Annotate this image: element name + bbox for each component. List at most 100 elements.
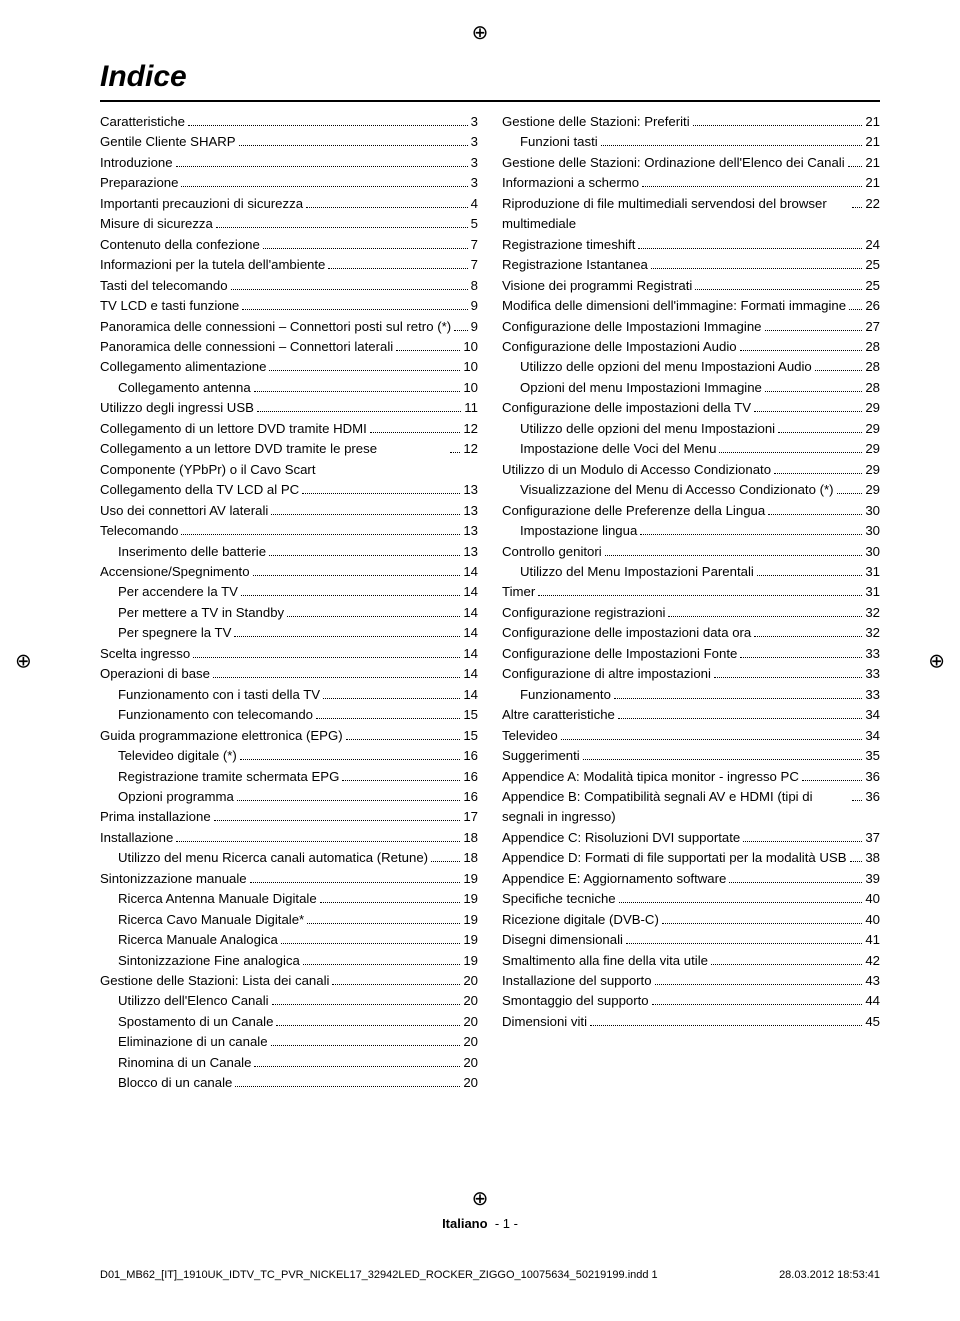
toc-entry: Configurazione delle Impostazioni Audio … xyxy=(502,337,880,357)
toc-label: Collegamento di un lettore DVD tramite H… xyxy=(100,419,367,439)
toc-dots xyxy=(729,882,862,883)
toc-column-right: Gestione delle Stazioni: Preferiti 21Fun… xyxy=(502,112,880,1094)
toc-label: Caratteristiche xyxy=(100,112,185,132)
toc-entry: Smontaggio del supporto 44 xyxy=(502,991,880,1011)
toc-entry: Gestione delle Stazioni: Lista dei canal… xyxy=(100,971,478,991)
toc-page: 36 xyxy=(865,767,880,787)
toc-page: 30 xyxy=(865,501,880,521)
page: ⊕ ⊕ ⊕ ⊕ Indice Caratteristiche 3Gentile … xyxy=(0,0,960,1321)
toc-page: 20 xyxy=(463,1053,478,1073)
toc-page: 3 xyxy=(471,132,478,152)
toc-dots xyxy=(303,964,461,965)
toc-entry: Registrazione Istantanea 25 xyxy=(502,255,880,275)
toc-dots xyxy=(302,493,460,494)
toc-page: 28 xyxy=(865,378,880,398)
toc-dots xyxy=(370,432,461,433)
toc-dots xyxy=(619,902,863,903)
toc-label: Gestione delle Stazioni: Preferiti xyxy=(502,112,690,132)
toc-dots xyxy=(583,759,863,760)
toc-entry: Impostazione lingua 30 xyxy=(502,521,880,541)
toc-entry: Riproduzione di file multimediali serven… xyxy=(502,194,880,235)
toc-label: Per accendere la TV xyxy=(118,582,238,602)
toc-label: Utilizzo delle opzioni del menu Impostaz… xyxy=(520,419,775,439)
toc-page: 18 xyxy=(463,828,478,848)
toc-page: 14 xyxy=(463,623,478,643)
toc-entry: Utilizzo delle opzioni del menu Impostaz… xyxy=(502,419,880,439)
toc-dots xyxy=(849,309,862,310)
toc-dots xyxy=(316,718,460,719)
toc-label: Misure di sicurezza xyxy=(100,214,213,234)
toc-entry: Ricerca Manuale Analogica 19 xyxy=(100,930,478,950)
toc-dots xyxy=(271,1045,461,1046)
toc-label: Tasti del telecomando xyxy=(100,276,228,296)
toc-entry: Appendice C: Risoluzioni DVI supportate … xyxy=(502,828,880,848)
toc-dots xyxy=(802,780,862,781)
toc-entry: Installazione 18 xyxy=(100,828,478,848)
toc-page: 19 xyxy=(463,869,478,889)
toc-label: Collegamento a un lettore DVD tramite le… xyxy=(100,439,447,480)
toc-page: 3 xyxy=(471,173,478,193)
toc-entry: Contenuto della confezione 7 xyxy=(100,235,478,255)
toc-entry: Ricezione digitale (DVB-C) 40 xyxy=(502,910,880,930)
toc-label: Utilizzo del menu Ricerca canali automat… xyxy=(118,848,428,868)
toc-dots xyxy=(188,125,468,126)
toc-page: 14 xyxy=(463,562,478,582)
toc-label: Informazioni per la tutela dell'ambiente xyxy=(100,255,325,275)
toc-label: Uso dei connettori AV laterali xyxy=(100,501,268,521)
toc-dots xyxy=(740,657,862,658)
toc-label: Importanti precauzioni di sicurezza xyxy=(100,194,303,214)
toc-label: Modifica delle dimensioni dell'immagine:… xyxy=(502,296,846,316)
toc-dots xyxy=(815,370,863,371)
footer-page: - 1 - xyxy=(495,1216,518,1231)
imprint-filename: D01_MB62_[IT]_1910UK_IDTV_TC_PVR_NICKEL1… xyxy=(100,1269,658,1281)
toc-page: 45 xyxy=(865,1012,880,1032)
toc-entry: Collegamento di un lettore DVD tramite H… xyxy=(100,419,478,439)
toc-page: 20 xyxy=(463,991,478,1011)
toc-label: Telecomando xyxy=(100,521,178,541)
toc-entry: Configurazione delle Impostazioni Fonte … xyxy=(502,644,880,664)
toc-page: 10 xyxy=(463,357,478,377)
toc-dots xyxy=(213,677,460,678)
toc-page: 24 xyxy=(865,235,880,255)
toc-page: 11 xyxy=(464,398,478,418)
toc-entry: Televideo digitale (*) 16 xyxy=(100,746,478,766)
toc-entry: Utilizzo degli ingressi USB 11 xyxy=(100,398,478,418)
toc-page: 36 xyxy=(865,787,880,807)
toc-entry: Scelta ingresso 14 xyxy=(100,644,478,664)
footer-lang: Italiano xyxy=(442,1216,488,1231)
toc-entry: Misure di sicurezza 5 xyxy=(100,214,478,234)
toc-entry: Guida programmazione elettronica (EPG) 1… xyxy=(100,726,478,746)
toc-page: 26 xyxy=(865,296,880,316)
toc-entry: Impostazione delle Voci del Menu 29 xyxy=(502,439,880,459)
toc-entry: Appendice E: Aggiornamento software 39 xyxy=(502,869,880,889)
toc-label: Funzioni tasti xyxy=(520,132,598,152)
toc-label: Opzioni del menu Impostazioni Immagine xyxy=(520,378,762,398)
toc-dots xyxy=(605,555,863,556)
toc-dots xyxy=(774,473,862,474)
toc-dots xyxy=(323,698,460,699)
toc-dots xyxy=(743,841,862,842)
toc-entry: Utilizzo del menu Ricerca canali automat… xyxy=(100,848,478,868)
toc-entry: Visione dei programmi Registrati 25 xyxy=(502,276,880,296)
toc-dots xyxy=(614,698,862,699)
toc-page: 37 xyxy=(865,828,880,848)
toc-dots xyxy=(450,452,460,453)
toc-label: Gentile Cliente SHARP xyxy=(100,132,236,152)
toc-label: Installazione del supporto xyxy=(502,971,652,991)
toc-label: Funzionamento con i tasti della TV xyxy=(118,685,320,705)
toc-entry: Configurazione registrazioni 32 xyxy=(502,603,880,623)
toc-dots xyxy=(253,575,461,576)
toc-page: 19 xyxy=(463,889,478,909)
toc-page: 9 xyxy=(471,317,478,337)
toc-dots xyxy=(181,534,460,535)
toc-label: Televideo xyxy=(502,726,558,746)
toc-entry: Prima installazione 17 xyxy=(100,807,478,827)
toc-entry: Informazioni per la tutela dell'ambiente… xyxy=(100,255,478,275)
toc-dots xyxy=(714,677,862,678)
toc-page: 30 xyxy=(865,542,880,562)
toc-dots xyxy=(240,759,461,760)
toc-page: 34 xyxy=(865,705,880,725)
toc-label: Funzionamento xyxy=(520,685,611,705)
toc-label: Disegni dimensionali xyxy=(502,930,623,950)
toc-label: Configurazione delle Impostazioni Fonte xyxy=(502,644,737,664)
